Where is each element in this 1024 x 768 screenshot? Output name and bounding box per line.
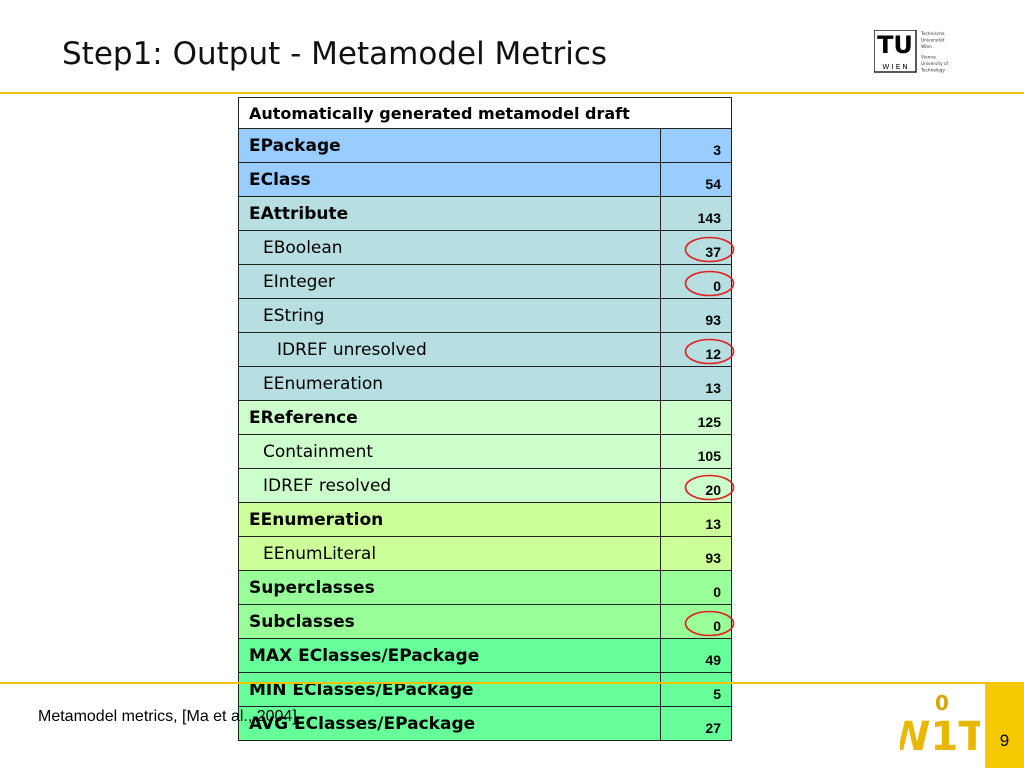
row-value: 27	[660, 706, 732, 741]
bottom-rule	[0, 682, 1024, 684]
top-rule	[0, 92, 1024, 94]
logo-line: Vienna	[921, 55, 936, 61]
row-label: EEnumeration	[238, 366, 661, 401]
page-number: 9	[999, 731, 1010, 750]
row-label: EAttribute	[238, 196, 661, 231]
row-value: 125	[660, 400, 732, 435]
row-value: 105	[660, 434, 732, 469]
row-value: 49	[660, 638, 732, 673]
logo-sub: W I E N	[882, 63, 907, 71]
row-value: 5	[660, 672, 732, 707]
metrics-table: Automatically generated metamodel draft …	[238, 97, 732, 741]
table-row: EEnumeration 13	[238, 366, 732, 401]
table-row: EClass 54	[238, 162, 732, 197]
logo-line: Technische	[920, 31, 945, 37]
citation: Metamodel metrics, [Ma et al., 2004]	[38, 708, 297, 725]
table-row: EInteger 0	[238, 264, 732, 299]
table-row: EEnumLiteral 93	[238, 536, 732, 571]
row-value: 0	[660, 604, 732, 639]
row-label: Subclasses	[238, 604, 661, 639]
logo-top: 0	[935, 691, 949, 715]
table-row: EAttribute 143	[238, 196, 732, 231]
row-value: 93	[660, 536, 732, 571]
logo-line: University of	[921, 61, 949, 67]
row-label: MAX EClasses/EPackage	[238, 638, 661, 673]
table-row: IDREF unresolved 12	[238, 332, 732, 367]
row-value: 13	[660, 502, 732, 537]
row-value: 12	[660, 332, 732, 367]
row-label: EEnumeration	[238, 502, 661, 537]
row-label: EInteger	[238, 264, 661, 299]
table-row: MIN EClasses/EPackage 5	[238, 672, 732, 707]
row-label: AVG EClasses/EPackage	[238, 706, 661, 741]
row-value: 13	[660, 366, 732, 401]
logo-line: Wien	[921, 44, 932, 50]
table-heading: Automatically generated metamodel draft	[238, 97, 732, 129]
row-value: 0	[660, 570, 732, 605]
table-row: IDREF resolved 20	[238, 468, 732, 503]
table-row: EPackage 3	[238, 128, 732, 163]
row-label: EClass	[238, 162, 661, 197]
table-row: Superclasses 0	[238, 570, 732, 605]
row-value: 143	[660, 196, 732, 231]
row-value: 54	[660, 162, 732, 197]
row-label: EString	[238, 298, 661, 333]
row-value: 37	[660, 230, 732, 265]
wit-logo: 0 W1T	[900, 691, 980, 758]
row-label: EEnumLiteral	[238, 536, 661, 571]
table-row: EEnumeration 13	[238, 502, 732, 537]
row-value: 93	[660, 298, 732, 333]
row-label: EPackage	[238, 128, 661, 163]
logo-frame	[874, 30, 917, 73]
table-heading-row: Automatically generated metamodel draft	[238, 97, 732, 129]
table-row: EBoolean 37	[238, 230, 732, 265]
row-value: 3	[660, 128, 732, 163]
slide-title: Step1: Output - Metamodel Metrics	[62, 36, 608, 72]
row-value: 0	[660, 264, 732, 299]
row-label: IDREF unresolved	[238, 332, 661, 367]
row-label: IDREF resolved	[238, 468, 661, 503]
logo-mark: TU	[877, 31, 913, 59]
table-row: Containment 105	[238, 434, 732, 469]
row-value: 20	[660, 468, 732, 503]
row-label: Superclasses	[238, 570, 661, 605]
row-label: EBoolean	[238, 230, 661, 265]
row-label: Containment	[238, 434, 661, 469]
table-row: EReference 125	[238, 400, 732, 435]
table-row: MAX EClasses/EPackage 49	[238, 638, 732, 673]
logo-line: Technology	[920, 68, 946, 74]
logo-line: Universität	[921, 38, 945, 44]
page-box	[985, 683, 1024, 768]
table-row: EString 93	[238, 298, 732, 333]
row-label: EReference	[238, 400, 661, 435]
logo-mark: W1T	[900, 714, 980, 758]
table-row: Subclasses 0	[238, 604, 732, 639]
table-row: AVG EClasses/EPackage 27	[238, 706, 732, 741]
row-label: MIN EClasses/EPackage	[238, 672, 661, 707]
